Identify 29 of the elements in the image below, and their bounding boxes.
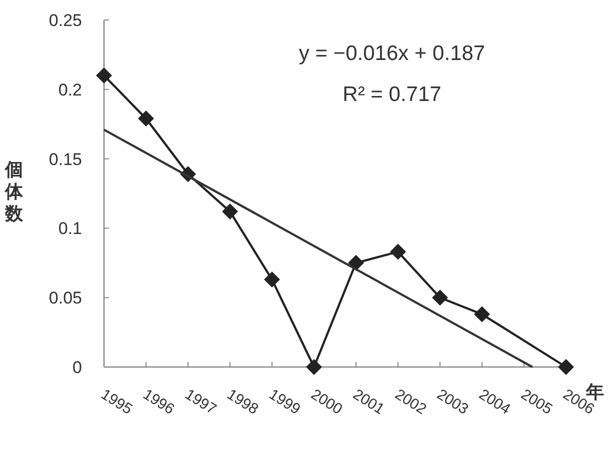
x-tick-label: 1995: [98, 386, 136, 418]
y-tick-label: 0.1: [58, 219, 82, 238]
x-tick-label: 1999: [266, 386, 304, 418]
x-tick-label: 1996: [140, 386, 178, 418]
x-tick-label: 2002: [392, 386, 430, 418]
point: [558, 359, 574, 375]
point: [390, 244, 406, 260]
point: [432, 290, 448, 306]
annotation: y = −0.016x + 0.187: [298, 42, 486, 65]
y-tick-label: 0.25: [48, 11, 82, 30]
point: [222, 204, 238, 220]
point: [306, 359, 322, 375]
y-tick-label: 0.15: [48, 150, 82, 169]
x-tick-label: 2000: [308, 386, 346, 418]
y-tick-label: 0: [72, 358, 82, 377]
y-tick-label: 0.2: [58, 80, 82, 100]
x-tick-label: 1998: [224, 386, 262, 418]
x-tick-label: 2005: [518, 386, 556, 418]
annotation: R² = 0.717: [342, 83, 442, 106]
y-tick-label: 0.05: [48, 288, 82, 308]
x-tick-label: 1997: [182, 386, 220, 418]
point: [474, 306, 490, 322]
point: [96, 68, 112, 84]
point: [138, 110, 154, 127]
y-axis-title: 個体数: [4, 160, 24, 224]
x-tick-label: 2003: [434, 386, 472, 418]
x-tick-label: 2004: [476, 386, 514, 418]
x-tick-label: 2001: [350, 386, 388, 418]
point: [264, 272, 280, 288]
